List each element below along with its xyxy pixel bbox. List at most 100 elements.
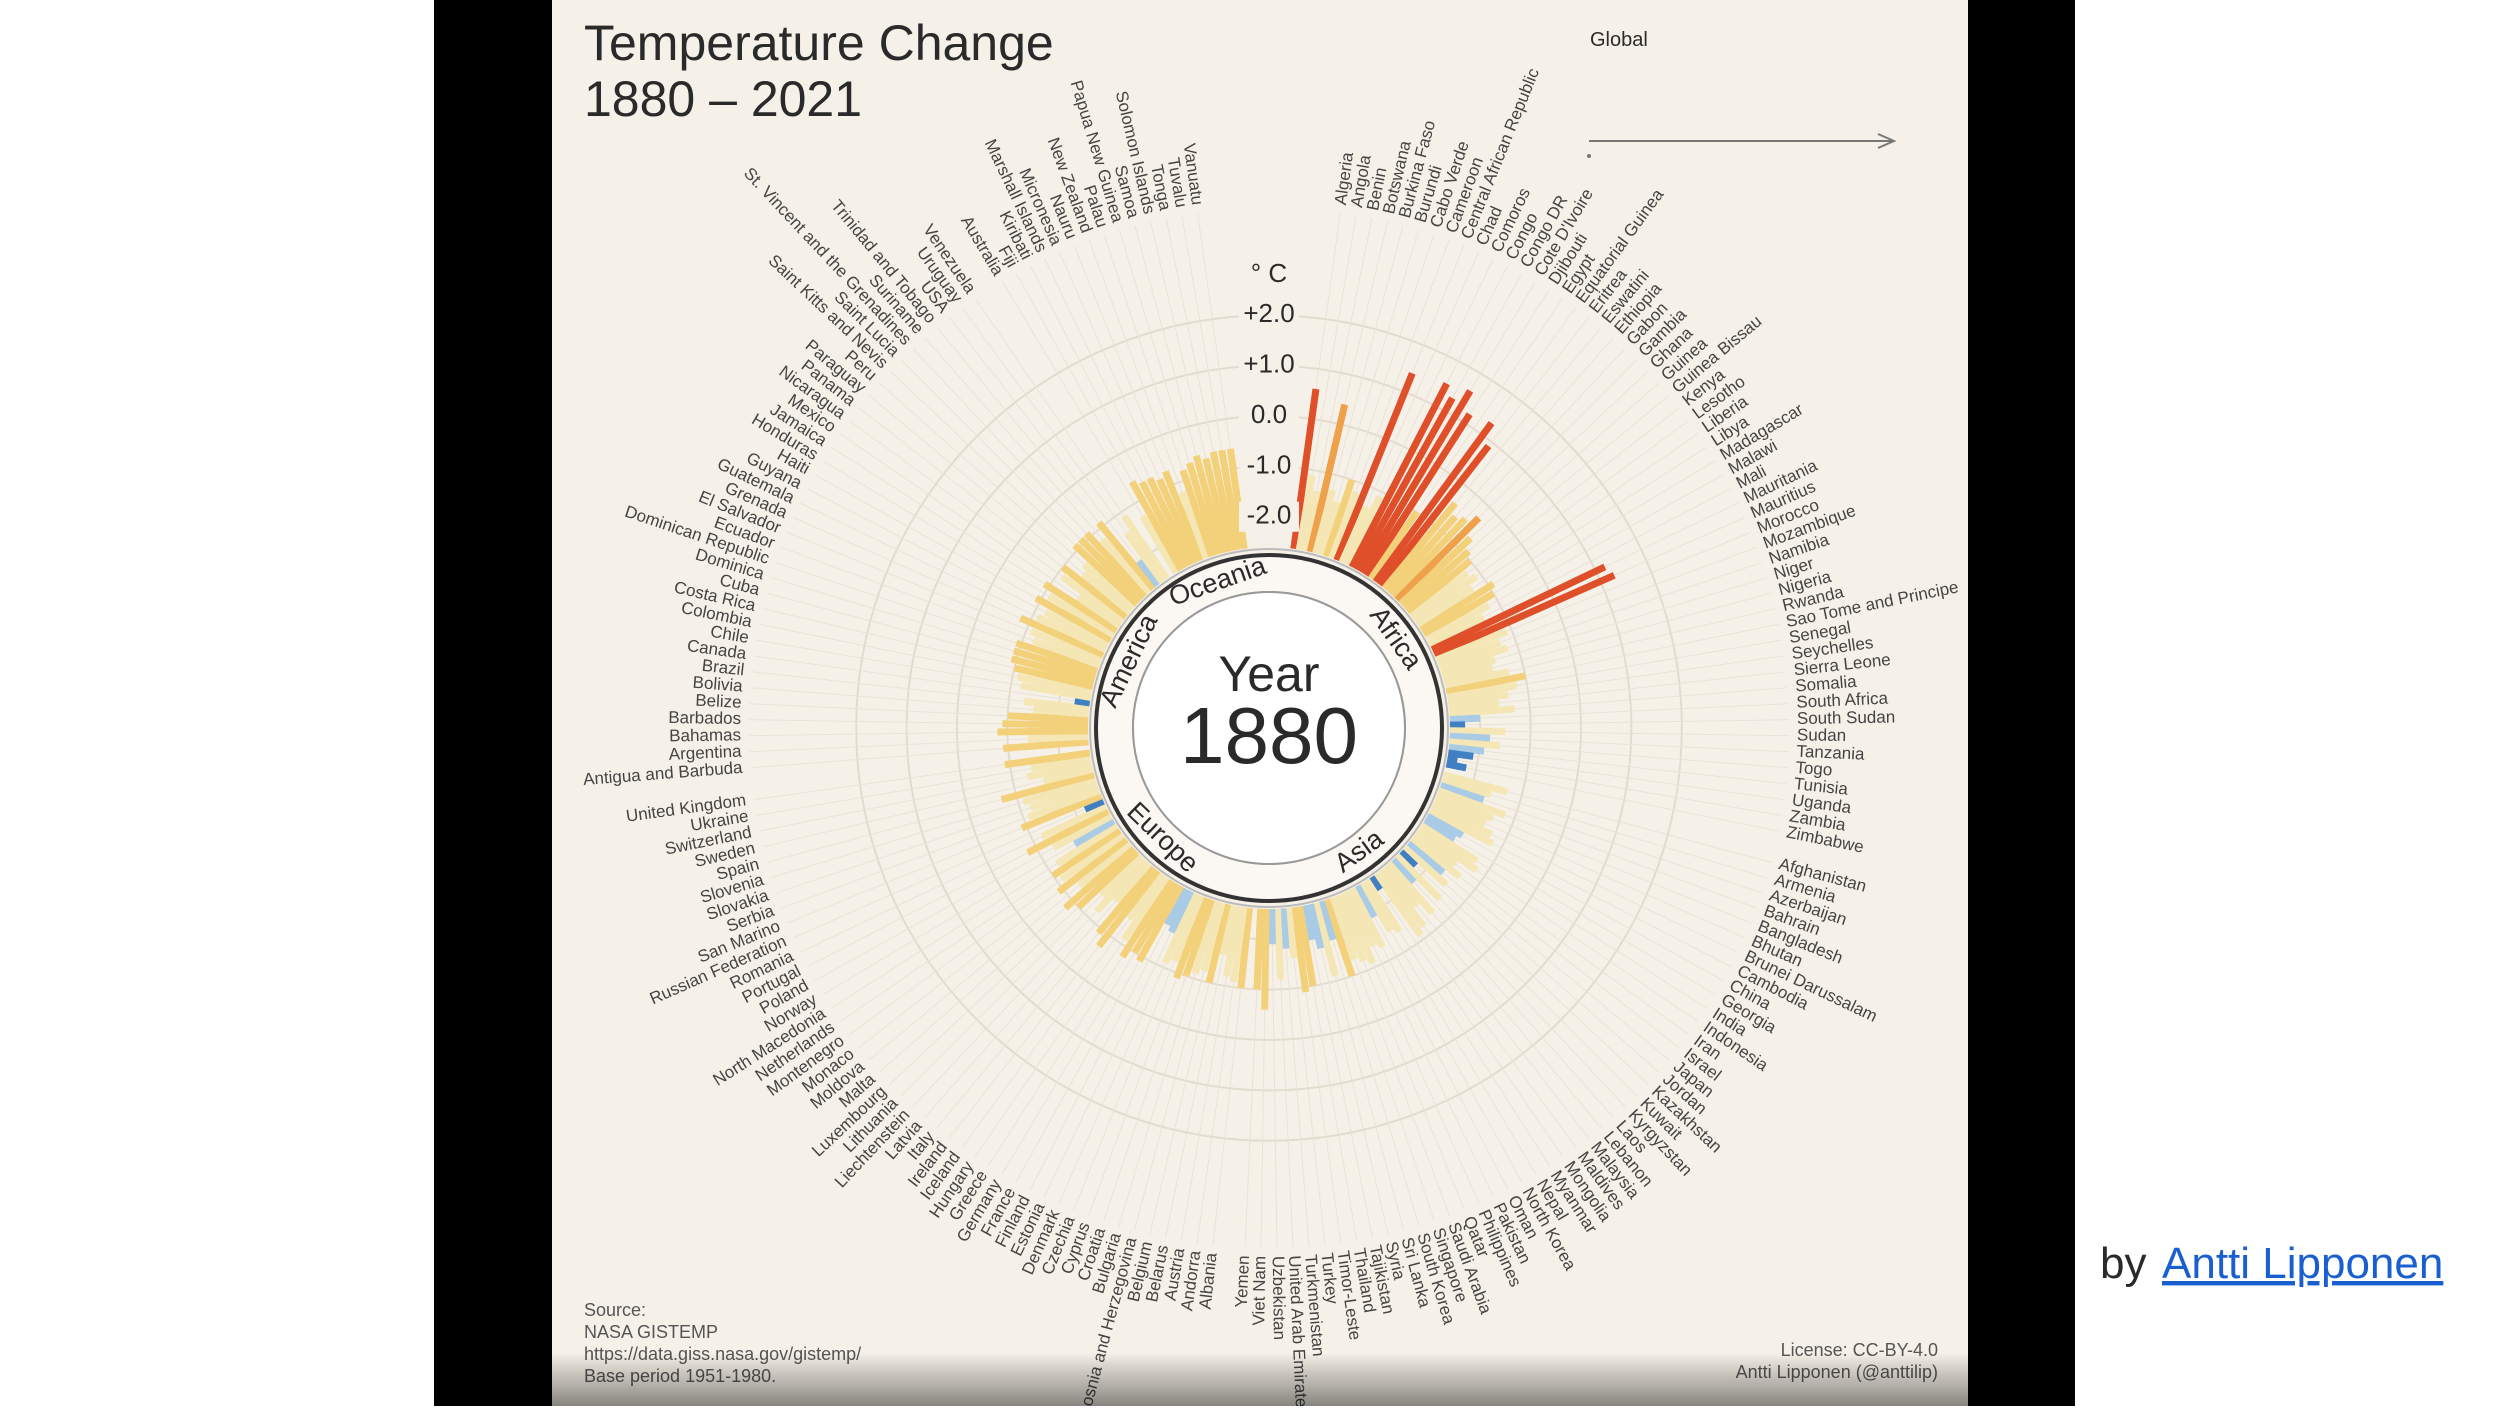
bar bbox=[1223, 905, 1242, 977]
bar bbox=[1146, 476, 1195, 567]
leader-line bbox=[1304, 905, 1373, 1238]
leader-line bbox=[1271, 908, 1278, 1248]
bar bbox=[1402, 845, 1449, 888]
bar bbox=[1083, 531, 1148, 599]
bar bbox=[1060, 564, 1129, 620]
tick-bg bbox=[1239, 451, 1299, 482]
bar bbox=[1027, 787, 1101, 821]
bar bbox=[997, 727, 1089, 736]
country-label: Uzbekistan bbox=[1269, 1256, 1289, 1340]
bar bbox=[1162, 470, 1205, 562]
leader-line bbox=[1384, 866, 1602, 1129]
bar bbox=[1363, 412, 1473, 578]
bar bbox=[1020, 792, 1103, 832]
bar bbox=[1338, 892, 1376, 965]
y-tick-label: +1.0 bbox=[1243, 348, 1294, 378]
bar bbox=[1348, 381, 1450, 569]
bar bbox=[1002, 738, 1089, 752]
bar bbox=[1182, 898, 1215, 978]
bar bbox=[1051, 812, 1113, 851]
bar bbox=[1372, 421, 1495, 584]
leader-line bbox=[1449, 735, 1789, 753]
credit-link[interactable]: Antti Lipponen bbox=[2162, 1239, 2443, 1288]
country-label: Bolivia bbox=[692, 673, 744, 696]
credit-prefix: by bbox=[2100, 1239, 2146, 1288]
leader-line bbox=[1448, 752, 1785, 801]
bar bbox=[1010, 655, 1096, 685]
bar bbox=[1409, 570, 1470, 620]
bar bbox=[1333, 372, 1416, 562]
bar bbox=[1119, 878, 1175, 959]
bar bbox=[1131, 881, 1180, 955]
bar bbox=[1076, 594, 1122, 629]
center-disc-top bbox=[1132, 591, 1406, 865]
bar bbox=[1253, 908, 1265, 990]
center-caption: Year bbox=[1218, 646, 1319, 702]
bar bbox=[1173, 896, 1210, 980]
bar bbox=[1412, 573, 1479, 624]
bar bbox=[1444, 668, 1510, 690]
bar bbox=[1015, 639, 1099, 674]
bar bbox=[1398, 535, 1473, 607]
leader-line bbox=[1434, 800, 1745, 939]
bar bbox=[1445, 760, 1467, 772]
bar bbox=[1446, 681, 1518, 701]
bar bbox=[1419, 822, 1479, 864]
leader-line bbox=[762, 768, 1093, 848]
bar bbox=[1072, 542, 1140, 607]
bar bbox=[1425, 602, 1491, 643]
bar bbox=[1445, 672, 1527, 696]
bar bbox=[1406, 840, 1446, 876]
country-label: Sudan bbox=[1797, 725, 1846, 745]
bar bbox=[1416, 827, 1479, 873]
bar bbox=[1307, 903, 1325, 950]
bar bbox=[1218, 449, 1243, 551]
bar bbox=[1301, 490, 1321, 552]
bar bbox=[1004, 749, 1091, 769]
bar bbox=[1075, 849, 1140, 910]
bar bbox=[1353, 396, 1456, 572]
y-tick-label: 0.0 bbox=[1251, 399, 1287, 429]
leader-line bbox=[961, 873, 1163, 1148]
bar bbox=[1030, 754, 1092, 773]
bar bbox=[1430, 802, 1493, 838]
leader-line bbox=[1361, 883, 1537, 1175]
tick-bg bbox=[1239, 401, 1299, 431]
bar bbox=[1121, 514, 1170, 581]
bar bbox=[1023, 697, 1090, 712]
bar bbox=[1405, 558, 1473, 615]
bar bbox=[1042, 765, 1094, 785]
bar bbox=[1273, 908, 1285, 980]
bar bbox=[1312, 488, 1336, 555]
bar bbox=[1178, 490, 1210, 560]
bar bbox=[1047, 593, 1116, 638]
bar bbox=[1295, 474, 1316, 551]
leader-line bbox=[1165, 905, 1234, 1238]
bar bbox=[1136, 884, 1184, 963]
bar bbox=[1394, 853, 1443, 902]
bar bbox=[1162, 892, 1200, 965]
bar bbox=[1317, 900, 1337, 941]
country-label: Brazil bbox=[701, 656, 745, 679]
bar bbox=[1072, 817, 1116, 848]
bar bbox=[1354, 884, 1378, 919]
bar bbox=[1022, 776, 1097, 806]
leader-line bbox=[1449, 719, 1789, 726]
bar bbox=[1096, 868, 1161, 949]
player-shade bbox=[434, 1352, 2075, 1406]
bar bbox=[1328, 490, 1360, 560]
bar bbox=[1081, 570, 1133, 615]
bar bbox=[1083, 797, 1105, 813]
bar bbox=[1386, 861, 1435, 915]
bar bbox=[1237, 907, 1253, 989]
leader-line bbox=[750, 687, 1089, 715]
leader-line bbox=[1442, 779, 1768, 879]
bar bbox=[1026, 807, 1110, 856]
leader-line bbox=[753, 655, 1090, 704]
bar bbox=[1055, 822, 1119, 867]
bar bbox=[1186, 461, 1221, 556]
center-year: 1880 bbox=[1180, 691, 1358, 780]
leader-line bbox=[1414, 834, 1690, 1036]
global-label: Global bbox=[1590, 29, 1648, 51]
leader-line bbox=[1043, 891, 1192, 1198]
